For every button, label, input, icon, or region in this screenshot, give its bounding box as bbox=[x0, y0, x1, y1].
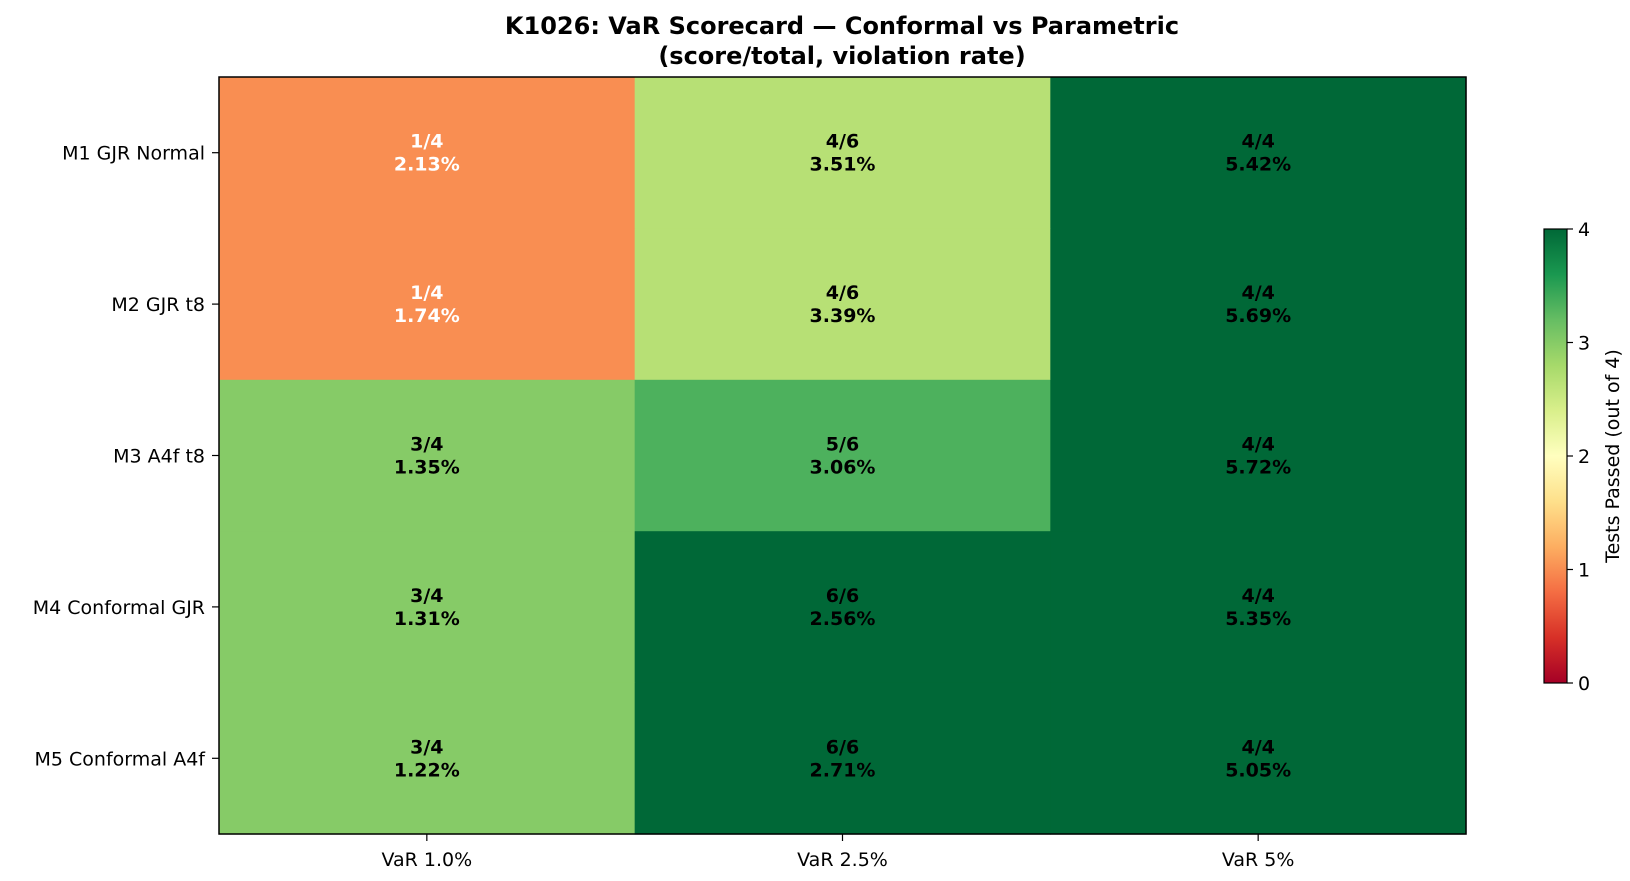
colorbar: 0 1 2 3 4 Tests Passed (out of 4) bbox=[1543, 219, 1624, 695]
colorbar-tick-label: 0 bbox=[1578, 673, 1590, 695]
colorbar-tick-label: 2 bbox=[1578, 446, 1590, 468]
colorbar-label: Tests Passed (out of 4) bbox=[1602, 349, 1624, 564]
cell-score-label: 1/4 bbox=[410, 282, 443, 304]
heatmap-cell bbox=[219, 379, 636, 532]
heatmap-cell bbox=[1050, 531, 1467, 684]
x-tick-label: VaR 1.0% bbox=[381, 849, 472, 871]
chart-subtitle: (score/total, violation rate) bbox=[658, 42, 1025, 70]
heatmap-cells bbox=[219, 77, 1467, 835]
cell-score-label: 4/6 bbox=[826, 282, 859, 304]
heatmap-cell bbox=[219, 77, 636, 229]
heatmap-cell bbox=[634, 531, 1051, 684]
y-tick-label: M4 Conformal GJR bbox=[33, 597, 205, 619]
heatmap-cell bbox=[219, 682, 636, 835]
cell-rate-label: 3.51% bbox=[810, 154, 876, 176]
cell-score-label: 3/4 bbox=[410, 736, 443, 758]
cell-rate-label: 3.39% bbox=[810, 305, 876, 327]
y-tick-label: M1 GJR Normal bbox=[62, 143, 205, 165]
cell-rate-label: 5.42% bbox=[1225, 154, 1291, 176]
heatmap-cell bbox=[1050, 77, 1467, 229]
cell-rate-label: 3.06% bbox=[810, 457, 876, 479]
cell-rate-label: 2.71% bbox=[810, 759, 876, 781]
cell-rate-label: 5.35% bbox=[1225, 608, 1291, 630]
cell-rate-label: 1.35% bbox=[394, 457, 460, 479]
colorbar-ticks: 0 1 2 3 4 bbox=[1567, 219, 1590, 695]
cell-score-label: 4/4 bbox=[1241, 282, 1274, 304]
y-tick-label: M3 A4f t8 bbox=[113, 446, 205, 468]
cell-score-label: 4/4 bbox=[1241, 434, 1274, 456]
chart-title: K1026: VaR Scorecard — Conformal vs Para… bbox=[505, 12, 1179, 40]
cell-rate-label: 5.05% bbox=[1225, 759, 1291, 781]
heatmap-cell bbox=[634, 77, 1051, 229]
x-tick-label: VaR 5% bbox=[1222, 849, 1295, 871]
colorbar-gradient bbox=[1543, 228, 1568, 684]
colorbar-tick-label: 1 bbox=[1578, 560, 1590, 582]
x-axis-ticks: VaR 1.0% VaR 2.5% VaR 5% bbox=[381, 834, 1294, 871]
cell-score-label: 4/4 bbox=[1241, 736, 1274, 758]
cell-rate-label: 2.13% bbox=[394, 154, 460, 176]
heatmap-cell bbox=[1050, 228, 1467, 381]
heatmap-cell bbox=[634, 228, 1051, 381]
cell-score-label: 3/4 bbox=[410, 585, 443, 607]
cell-score-label: 5/6 bbox=[826, 434, 859, 456]
colorbar-tick-label: 4 bbox=[1578, 219, 1590, 241]
cell-score-label: 3/4 bbox=[410, 434, 443, 456]
cell-rate-label: 5.72% bbox=[1225, 457, 1291, 479]
y-axis-ticks: M1 GJR Normal M2 GJR t8 M3 A4f t8 M4 Confor… bbox=[33, 143, 219, 770]
heatmap-cell bbox=[219, 531, 636, 684]
cell-score-label: 4/4 bbox=[1241, 585, 1274, 607]
heatmap-cell bbox=[1050, 379, 1467, 532]
heatmap-cell bbox=[1050, 682, 1467, 835]
cell-rate-label: 1.31% bbox=[394, 608, 460, 630]
heatmap-cell bbox=[219, 228, 636, 381]
cell-rate-label: 1.22% bbox=[394, 759, 460, 781]
cell-score-label: 4/6 bbox=[826, 131, 859, 153]
cell-rate-label: 2.56% bbox=[810, 608, 876, 630]
heatmap-cell bbox=[634, 682, 1051, 835]
x-tick-label: VaR 2.5% bbox=[797, 849, 888, 871]
y-tick-label: M5 Conformal A4f bbox=[35, 748, 207, 770]
cell-score-label: 1/4 bbox=[410, 131, 443, 153]
y-tick-label: M2 GJR t8 bbox=[111, 294, 205, 316]
cell-rate-label: 5.69% bbox=[1225, 305, 1291, 327]
cell-score-label: 6/6 bbox=[826, 736, 859, 758]
cell-rate-label: 1.74% bbox=[394, 305, 460, 327]
cell-score-label: 4/4 bbox=[1241, 131, 1274, 153]
heatmap-cell bbox=[634, 379, 1051, 532]
cell-score-label: 6/6 bbox=[826, 585, 859, 607]
colorbar-tick-label: 3 bbox=[1578, 333, 1590, 355]
heatmap-cell-labels: 1/42.13%4/63.51%4/45.42%1/41.74%4/63.39%… bbox=[394, 131, 1291, 782]
